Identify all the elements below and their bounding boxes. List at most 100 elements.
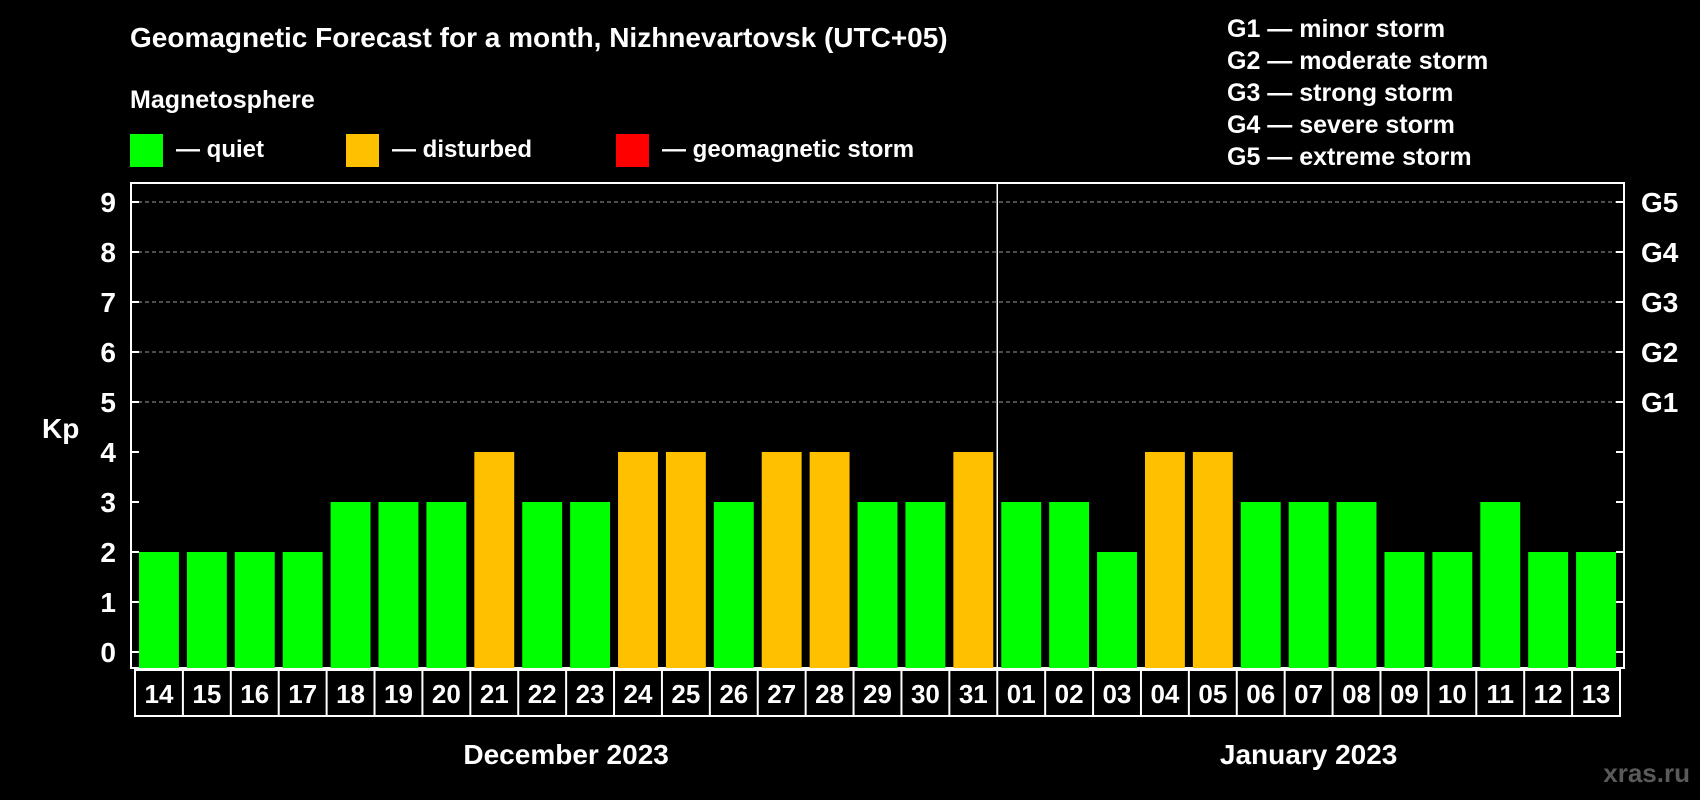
day-label-12-29: 12 bbox=[1534, 679, 1563, 709]
bar-24-10 bbox=[618, 452, 658, 668]
day-label-06-23: 06 bbox=[1246, 679, 1275, 709]
day-label-29-15: 29 bbox=[863, 679, 892, 709]
day-label-11-28: 11 bbox=[1486, 679, 1514, 709]
bar-08-25 bbox=[1336, 502, 1377, 668]
bar-06-23 bbox=[1240, 502, 1281, 668]
watermark: xras.ru bbox=[1603, 758, 1690, 788]
day-label-05-22: 05 bbox=[1198, 679, 1227, 709]
bar-13-30 bbox=[1576, 552, 1616, 668]
legend-label-storm: — geomagnetic storm bbox=[662, 136, 914, 163]
bar-18-4 bbox=[330, 502, 371, 668]
month-label-1: January 2023 bbox=[1220, 739, 1397, 770]
bar-22-8 bbox=[522, 502, 563, 668]
storm-scale-g1: G1 — minor storm bbox=[1227, 15, 1445, 43]
bar-10-27 bbox=[1432, 552, 1473, 668]
storm-scale-list: G1 — minor storm G2 — moderate storm G3 … bbox=[1227, 15, 1488, 171]
month-label-0: December 2023 bbox=[463, 739, 668, 770]
bar-15-1 bbox=[186, 552, 227, 668]
grid-layer bbox=[131, 183, 1624, 668]
y-tick-label-3: 3 bbox=[100, 487, 116, 518]
day-label-22-8: 22 bbox=[528, 679, 557, 709]
bar-05-22 bbox=[1192, 452, 1233, 668]
day-label-17-3: 17 bbox=[288, 679, 317, 709]
storm-level-label-g5: G5 bbox=[1641, 187, 1678, 218]
day-label-24-10: 24 bbox=[624, 679, 653, 709]
storm-scale-g5: G5 — extreme storm bbox=[1227, 143, 1472, 171]
bar-30-16 bbox=[905, 502, 946, 668]
day-label-26-12: 26 bbox=[719, 679, 748, 709]
chart-title: Geomagnetic Forecast for a month, Nizhne… bbox=[130, 22, 948, 53]
bar-26-12 bbox=[713, 502, 754, 668]
day-label-16-2: 16 bbox=[240, 679, 269, 709]
bar-04-21 bbox=[1144, 452, 1185, 668]
month-labels: December 2023 January 2023 bbox=[463, 739, 1397, 770]
bar-12-29 bbox=[1528, 552, 1569, 668]
y-tick-label-1: 1 bbox=[100, 587, 116, 618]
bar-27-13 bbox=[761, 452, 802, 668]
bars-layer bbox=[139, 452, 1616, 668]
day-label-27-13: 27 bbox=[767, 679, 796, 709]
storm-scale-g3: G3 — strong storm bbox=[1227, 79, 1453, 107]
bar-25-11 bbox=[665, 452, 706, 668]
y-tick-label-4: 4 bbox=[100, 437, 116, 468]
chart-subtitle: Magnetosphere bbox=[130, 86, 315, 114]
y-tick-label-7: 7 bbox=[100, 287, 116, 318]
right-axis: G1 G2 G3 G4 G5 bbox=[1616, 187, 1679, 653]
x-axis: 14 15 16 17 18 19 20 21 22 23 24 25 26 27 28 29 30 31 01 02… bbox=[134, 669, 1621, 717]
storm-level-label-g3: G3 bbox=[1641, 287, 1678, 318]
legend-swatch-disturbed bbox=[346, 134, 379, 167]
day-label-28-14: 28 bbox=[815, 679, 844, 709]
day-label-03-20: 03 bbox=[1103, 679, 1132, 709]
legend-label-quiet: — quiet bbox=[176, 136, 264, 163]
bar-19-5 bbox=[378, 502, 419, 668]
storm-scale-g2: G2 — moderate storm bbox=[1227, 47, 1488, 75]
day-label-31-17: 31 bbox=[959, 679, 988, 709]
y-tick-label-5: 5 bbox=[100, 387, 116, 418]
storm-level-label-g1: G1 bbox=[1641, 387, 1678, 418]
bar-07-24 bbox=[1288, 502, 1329, 668]
legend-label-disturbed: — disturbed bbox=[392, 136, 532, 163]
day-label-04-21: 04 bbox=[1150, 679, 1179, 709]
y-tick-label-9: 9 bbox=[100, 187, 116, 218]
bar-02-19 bbox=[1049, 502, 1090, 668]
day-label-23-9: 23 bbox=[576, 679, 605, 709]
bar-21-7 bbox=[474, 452, 515, 668]
day-label-19-5: 19 bbox=[384, 679, 413, 709]
day-label-30-16: 30 bbox=[911, 679, 940, 709]
y-tick-label-6: 6 bbox=[100, 337, 116, 368]
bar-16-2 bbox=[234, 552, 275, 668]
bar-11-28 bbox=[1480, 502, 1521, 668]
day-label-10-27: 10 bbox=[1438, 679, 1467, 709]
y-axis-label: Kp bbox=[42, 413, 79, 444]
day-label-25-11: 25 bbox=[671, 679, 700, 709]
y-tick-label-8: 8 bbox=[100, 237, 116, 268]
day-label-18-4: 18 bbox=[336, 679, 365, 709]
day-label-08-25: 08 bbox=[1342, 679, 1371, 709]
day-axis-frame bbox=[134, 669, 1621, 717]
day-label-09-26: 09 bbox=[1390, 679, 1419, 709]
bar-14-0 bbox=[139, 552, 179, 668]
day-label-13-30: 13 bbox=[1582, 679, 1611, 709]
day-label-14-0: 14 bbox=[144, 679, 173, 709]
day-label-21-7: 21 bbox=[480, 679, 509, 709]
bar-09-26 bbox=[1384, 552, 1425, 668]
bar-01-18 bbox=[1001, 502, 1042, 668]
y-axis: 0 1 2 3 4 5 6 7 8 9 bbox=[100, 187, 139, 668]
y-tick-label-0: 0 bbox=[100, 637, 116, 668]
legend: — quiet — disturbed — geomagnetic storm bbox=[130, 134, 914, 167]
y-tick-label-2: 2 bbox=[100, 537, 116, 568]
storm-level-label-g2: G2 bbox=[1641, 337, 1678, 368]
bar-31-17 bbox=[953, 452, 994, 668]
bar-28-14 bbox=[809, 452, 850, 668]
legend-swatch-quiet bbox=[130, 134, 163, 167]
storm-scale-g4: G4 — severe storm bbox=[1227, 111, 1455, 139]
bar-29-15 bbox=[857, 502, 898, 668]
day-label-07-24: 07 bbox=[1294, 679, 1323, 709]
bar-23-9 bbox=[570, 502, 611, 668]
day-label-01-18: 01 bbox=[1007, 679, 1036, 709]
legend-swatch-storm bbox=[616, 134, 649, 167]
bar-17-3 bbox=[282, 552, 323, 668]
storm-level-label-g4: G4 bbox=[1641, 237, 1679, 268]
day-label-20-6: 20 bbox=[432, 679, 461, 709]
